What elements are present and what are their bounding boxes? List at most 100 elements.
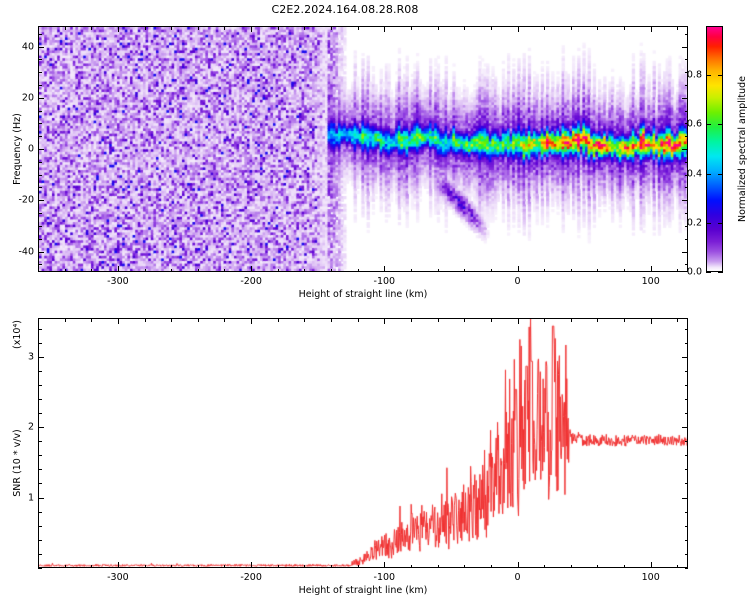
spectrogram-ytick <box>684 239 688 240</box>
snr-xtick <box>145 564 146 568</box>
spectrogram-ytick <box>684 123 688 124</box>
spectrogram-xtick <box>491 268 492 272</box>
snr-xtick <box>651 318 652 324</box>
spectrogram-xtick <box>464 26 465 30</box>
snr-ytick <box>684 540 688 541</box>
snr-xtick <box>118 318 119 324</box>
spectrogram-xtick <box>251 266 252 272</box>
spectrogram-axes <box>38 26 688 272</box>
spectrogram-xtick <box>331 26 332 30</box>
snr-xtick <box>358 318 359 322</box>
snr-xtick <box>518 318 519 324</box>
colorbar-tick <box>706 272 711 273</box>
spectrogram-ytick <box>38 59 42 60</box>
spectrogram-yticklabel: 40 <box>21 41 34 52</box>
snr-ytick <box>38 357 44 358</box>
spectrogram-xtick <box>518 26 519 32</box>
spectrogram-xtick <box>677 268 678 272</box>
spectrogram-xtick <box>597 268 598 272</box>
snr-ytick <box>38 455 42 456</box>
spectrogram-ytick <box>684 187 688 188</box>
spectrogram-xtick <box>491 26 492 30</box>
snr-xtick <box>91 318 92 322</box>
snr-xtick <box>304 564 305 568</box>
spectrogram-xtick <box>651 266 652 272</box>
snr-ytick <box>684 469 688 470</box>
snr-ytick <box>682 427 688 428</box>
snr-ytick <box>38 568 42 569</box>
snr-xtick <box>571 564 572 568</box>
colorbar-tick <box>718 272 723 273</box>
spectrogram-xtick <box>145 268 146 272</box>
snr-xtick <box>198 318 199 322</box>
snr-yticklabel: 2 <box>27 421 34 433</box>
snr-xtick <box>304 318 305 322</box>
snr-xtick <box>411 564 412 568</box>
snr-xtick <box>38 318 39 322</box>
colorbar-tick <box>706 174 711 175</box>
spectrogram-xtick <box>411 26 412 30</box>
spectrogram-xtick <box>384 266 385 272</box>
snr-xticklabel: -200 <box>240 572 262 583</box>
snr-ytick <box>38 399 42 400</box>
spectrogram-xtick <box>438 268 439 272</box>
snr-xtick <box>358 564 359 568</box>
spectrogram-yticklabel: 0 <box>27 143 34 155</box>
spectrogram-xtick <box>358 268 359 272</box>
spectrogram-xtick <box>38 268 39 272</box>
spectrogram-xtick <box>278 26 279 30</box>
snr-xtick <box>518 562 519 568</box>
snr-ytick <box>38 441 42 442</box>
spectrogram-image <box>39 27 687 271</box>
spectrogram-xtick <box>677 26 678 30</box>
spectrogram-ytick <box>684 72 688 73</box>
spectrogram-xtick <box>145 26 146 30</box>
snr-xtick <box>118 562 119 568</box>
spectrogram-ytick <box>38 47 44 48</box>
spectrogram-xtick <box>651 26 652 32</box>
snr-ylabel: SNR (10 * v/v) <box>12 429 23 497</box>
snr-ytick <box>682 357 688 358</box>
snr-xtick <box>171 318 172 322</box>
colorbar-label: Normalized spectral amplitude <box>737 75 748 223</box>
colorbar-tick <box>706 223 711 224</box>
snr-xtick <box>251 562 252 568</box>
spectrogram-ytick <box>682 149 688 150</box>
snr-xtick <box>65 564 66 568</box>
spectrogram-xticklabel: -100 <box>373 276 396 287</box>
spectrogram-ytick <box>38 149 44 150</box>
snr-ytick <box>684 568 688 569</box>
snr-ytick <box>684 512 688 513</box>
spectrogram-xtick <box>597 26 598 30</box>
colorbar-tick <box>718 174 723 175</box>
spectrogram-yticklabel: 20 <box>21 92 34 104</box>
snr-xtick <box>651 562 652 568</box>
spectrogram-xtick <box>224 26 225 30</box>
snr-ytick <box>684 343 688 344</box>
spectrogram-xtick <box>118 26 119 32</box>
snr-xtick <box>65 318 66 322</box>
snr-ytick <box>38 512 42 513</box>
spectrogram-xtick <box>331 268 332 272</box>
snr-xticklabel: -300 <box>107 572 129 583</box>
colorbar-tick <box>718 124 723 125</box>
spectrogram-ytick <box>38 213 42 214</box>
spectrogram-xtick <box>384 26 385 32</box>
snr-xtick <box>278 318 279 322</box>
spectrogram-xtick <box>464 268 465 272</box>
snr-ytick <box>684 483 688 484</box>
snr-xtick <box>491 564 492 568</box>
spectrogram-xtick <box>171 268 172 272</box>
snr-ytick <box>38 343 42 344</box>
spectrogram-xticklabel: -300 <box>107 276 129 287</box>
spectrogram-ytick <box>38 187 42 188</box>
colorbar-ticklabel: 0.2 <box>686 217 702 229</box>
snr-xtick <box>384 562 385 568</box>
spectrogram-xtick <box>251 26 252 32</box>
spectrogram-ytick <box>684 136 688 137</box>
spectrogram-ytick <box>38 72 42 73</box>
snr-xticklabel: 0 <box>514 572 521 583</box>
spectrogram-ytick <box>684 175 688 176</box>
snr-ytick <box>684 526 688 527</box>
